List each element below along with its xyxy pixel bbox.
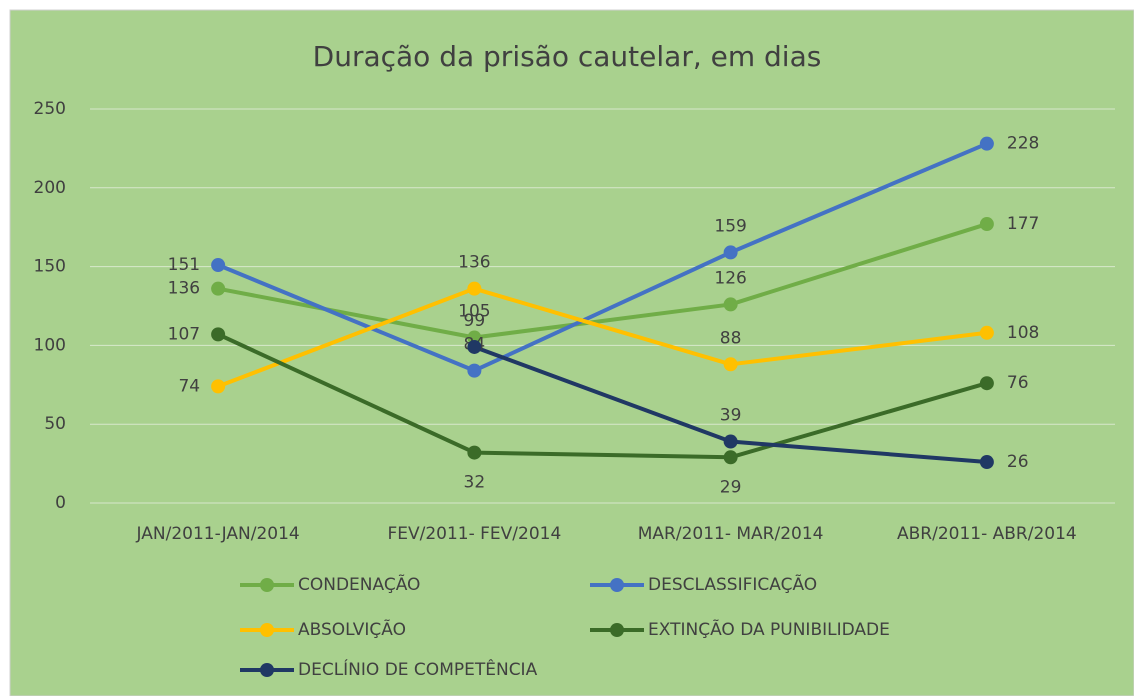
data-label: 177 bbox=[1007, 214, 1039, 234]
data-point bbox=[211, 379, 226, 394]
data-point bbox=[979, 376, 994, 391]
x-tick-label: ABR/2011- ABR/2014 bbox=[897, 524, 1077, 544]
data-point bbox=[467, 339, 482, 354]
data-label: 159 bbox=[714, 216, 746, 236]
data-label: 136 bbox=[168, 279, 200, 299]
data-label: 151 bbox=[168, 255, 200, 275]
legend-label: CONDENAÇÃO bbox=[298, 573, 420, 595]
legend-label: EXTINÇÃO DA PUNIBILIDADE bbox=[648, 618, 890, 640]
y-tick-label: 50 bbox=[44, 414, 66, 434]
data-label: 136 bbox=[458, 253, 490, 273]
data-label: 32 bbox=[464, 473, 486, 493]
chart-title: Duração da prisão cautelar, em dias bbox=[313, 40, 822, 73]
data-point bbox=[979, 136, 994, 151]
series-line bbox=[217, 286, 988, 389]
data-point bbox=[979, 325, 994, 340]
series-line bbox=[217, 141, 988, 373]
data-point bbox=[723, 450, 738, 465]
data-point bbox=[723, 297, 738, 312]
legend-label: ABSOLVIÇÃO bbox=[298, 618, 406, 640]
data-label: 88 bbox=[720, 328, 742, 348]
data-point bbox=[467, 445, 482, 460]
data-point bbox=[723, 245, 738, 260]
data-point bbox=[467, 281, 482, 296]
data-label: 76 bbox=[1007, 373, 1029, 393]
data-label: 126 bbox=[714, 268, 746, 288]
y-tick-label: 150 bbox=[34, 257, 66, 277]
data-point bbox=[211, 281, 226, 296]
data-point bbox=[979, 455, 994, 470]
data-point bbox=[979, 217, 994, 232]
data-label: 26 bbox=[1007, 452, 1029, 472]
data-label: 105 bbox=[458, 302, 490, 322]
legend-marker bbox=[260, 578, 274, 592]
data-point bbox=[211, 327, 226, 342]
data-point bbox=[723, 357, 738, 372]
data-point bbox=[211, 258, 226, 273]
data-label: 228 bbox=[1007, 134, 1039, 154]
x-tick-label: MAR/2011- MAR/2014 bbox=[638, 524, 824, 544]
y-tick-label: 0 bbox=[55, 493, 66, 513]
data-label: 108 bbox=[1007, 323, 1039, 343]
data-label: 107 bbox=[168, 324, 200, 344]
legend-label: DECLÍNIO DE COMPETÊNCIA bbox=[298, 658, 538, 680]
legend-marker bbox=[610, 623, 624, 637]
y-tick-label: 200 bbox=[34, 178, 66, 198]
legend-marker bbox=[260, 663, 274, 677]
legend-label: DESCLASSIFICAÇÃO bbox=[648, 573, 817, 595]
data-point bbox=[723, 434, 738, 449]
chart-background bbox=[9, 9, 1134, 696]
legend-marker bbox=[610, 578, 624, 592]
data-label: 99 bbox=[464, 311, 486, 331]
x-tick-label: JAN/2011-JAN/2014 bbox=[136, 524, 300, 544]
y-tick-label: 250 bbox=[34, 99, 66, 119]
data-label: 29 bbox=[720, 477, 742, 497]
data-label: 74 bbox=[178, 376, 200, 396]
data-point bbox=[467, 363, 482, 378]
series-line bbox=[217, 222, 988, 340]
x-tick-label: FEV/2011- FEV/2014 bbox=[387, 524, 561, 544]
y-tick-label: 100 bbox=[34, 335, 66, 355]
data-label: 39 bbox=[720, 406, 742, 426]
series-line bbox=[217, 332, 988, 460]
legend-marker bbox=[260, 623, 274, 637]
